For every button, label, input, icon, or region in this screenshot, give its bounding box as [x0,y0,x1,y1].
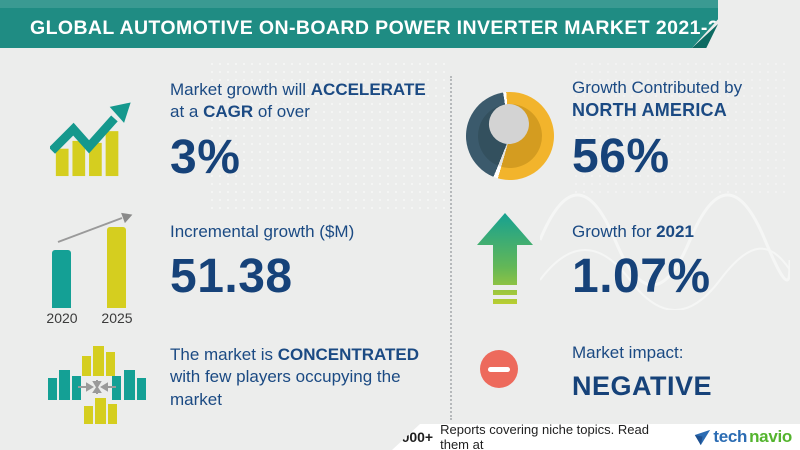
brand-tech: tech [713,427,748,446]
cagr-line2-pre: at a [170,102,204,122]
cagr-line1-bold: ACCELERATE [310,80,426,99]
negative-impact-icon [480,350,518,388]
up-arrow-icon [477,213,533,304]
column-divider [450,76,452,420]
cagr-line1: Market growth will ACCELERATE [170,79,426,101]
concentration-line2: with few players occupying the [170,367,401,387]
cagr-text-block: Market growth will ACCELERATE at a CAGR … [170,79,426,183]
impact-label: Market impact: [572,343,684,362]
technavio-logo-icon [695,429,711,445]
donut-chart-icon [462,88,558,184]
bar-2025 [107,227,126,308]
footer-text: Reports covering niche topics. Read them… [440,422,649,450]
region-line1: Growth Contributed by [572,78,743,97]
concentration-line1-bold: CONCENTRATED [277,345,420,364]
region-value: 56% [572,130,670,184]
growth-2021-pre: Growth for [572,222,657,241]
minus-bar [488,366,510,372]
growth-2021-year: 2021 [656,222,694,241]
concentration-line1-pre: The market is [170,345,278,364]
impact-text-block: Market impact: NEGATIVE [572,342,712,405]
incremental-text-block: Incremental growth ($M) 51.38 [170,221,354,303]
cagr-line2: at a CAGR of over [170,101,426,123]
bar-year-left-label: 2020 [46,310,78,326]
technavio-logo[interactable]: tech navio [694,427,792,447]
cagr-line1-pre: Market growth will [170,80,311,99]
impact-value: NEGATIVE [572,371,713,402]
bar-comparison-icon: 2020 2025 [44,210,146,330]
donut-inner-ring [475,101,545,171]
growth-2021-value: 1.07% [572,250,711,304]
footer-bar: 17000+ Reports covering niche topics. Re… [386,422,800,450]
growth-2021-line1: Growth for 2021 [572,221,711,243]
banner-top-strip [0,0,718,8]
market-concentration-icon [48,346,146,424]
cagr-line2-bold: CAGR [203,102,254,122]
bar-year-right-label: 2025 [101,310,133,326]
reports-count: 17000+ [386,429,434,445]
incremental-label: Incremental growth ($M) [170,222,355,241]
region-name: NORTH AMERICA [572,100,727,121]
cagr-value: 3% [170,130,241,184]
concentration-line1: The market is CONCENTRATED [170,344,419,366]
incremental-value: 51.38 [170,250,293,304]
bar-2020 [52,250,71,308]
growth-2021-text-block: Growth for 2021 1.07% [572,221,711,303]
region-text-block: Growth Contributed by NORTH AMERICA 56% [572,77,742,183]
growth-trend-icon [50,102,131,177]
cagr-line2-post: of over [253,102,310,122]
concentration-text-block: The market is CONCENTRATED with few play… [170,344,419,411]
brand-navio: navio [749,427,792,446]
concentration-line3: market [170,389,222,409]
donut-center [487,102,531,146]
header-banner: GLOBAL AUTOMOTIVE ON-BOARD POWER INVERTE… [0,0,718,48]
bar-trend-arrow-icon [57,212,133,243]
page-title: GLOBAL AUTOMOTIVE ON-BOARD POWER INVERTE… [30,17,753,39]
